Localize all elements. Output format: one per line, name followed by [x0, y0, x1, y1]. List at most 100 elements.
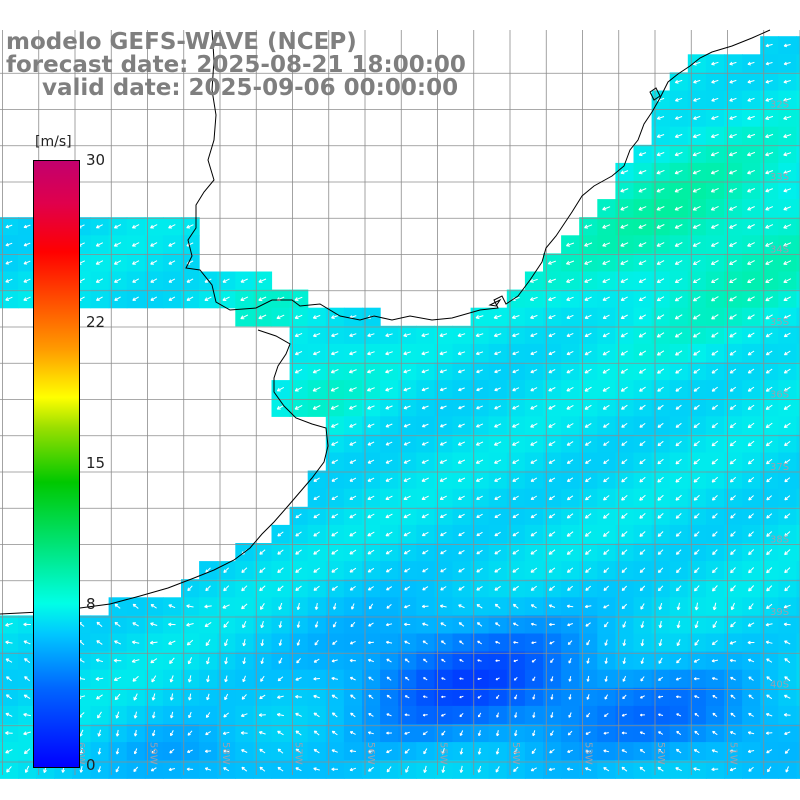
wind-arrow	[692, 278, 701, 283]
wind-arrow	[657, 549, 664, 555]
wind-arrow	[693, 677, 700, 681]
wind-arrow	[5, 731, 13, 736]
wind-arrow	[566, 513, 574, 519]
wind-arrow	[766, 477, 773, 483]
wind-arrow	[258, 713, 266, 717]
wind-arrow	[711, 314, 719, 320]
wind-arrow	[151, 675, 157, 683]
wind-cell	[796, 724, 800, 743]
wind-arrow	[531, 641, 537, 645]
wind-arrow	[657, 695, 664, 699]
wind-arrow	[767, 766, 772, 773]
wind-arrow	[422, 586, 429, 591]
wind-arrow	[294, 368, 303, 374]
title-forecast-date: forecast date: 2025-08-21 18:00:00	[6, 52, 466, 78]
wind-arrow	[639, 549, 646, 555]
wind-arrow	[367, 405, 375, 410]
wind-arrow	[150, 224, 158, 229]
wind-arrow	[204, 749, 212, 753]
wind-arrow	[349, 767, 357, 772]
wind-arrow	[710, 205, 719, 211]
wind-arrow	[638, 314, 647, 320]
wind-arrow	[224, 639, 228, 647]
wind-arrow	[114, 693, 121, 701]
wind-arrow	[747, 386, 755, 392]
wind-arrow	[621, 549, 628, 555]
wind-arrow	[403, 477, 411, 482]
wind-arrow	[675, 748, 682, 754]
wind-arrow	[748, 495, 754, 501]
lon-label: 54W	[510, 742, 521, 765]
wind-arrow	[349, 658, 356, 663]
wind-arrow	[313, 748, 320, 754]
wind-arrow	[204, 767, 212, 771]
wind-arrow	[639, 404, 646, 410]
wind-cell	[796, 633, 800, 653]
wind-arrow	[476, 604, 483, 609]
wind-arrow	[729, 187, 737, 193]
wind-arrow	[186, 224, 194, 229]
wind-arrow	[368, 694, 374, 699]
wind-arrow	[748, 513, 754, 519]
wind-cell	[796, 398, 800, 417]
wind-cell	[796, 615, 800, 635]
wind-arrow	[114, 603, 121, 609]
wind-arrow	[657, 585, 664, 592]
wind-arrow	[312, 386, 321, 392]
wind-arrow	[602, 224, 611, 229]
wind-arrow	[692, 187, 701, 193]
wind-arrow	[604, 621, 609, 628]
wind-arrow	[640, 639, 645, 647]
wind-arrow	[694, 567, 700, 574]
wind-cell	[796, 579, 800, 598]
wind-arrow	[276, 712, 284, 717]
wind-arrow	[493, 333, 502, 338]
wind-arrow	[331, 549, 339, 555]
wind-arrow	[494, 531, 501, 537]
wind-arrow	[638, 332, 647, 338]
wind-arrow	[621, 495, 628, 501]
wind-arrow	[783, 188, 792, 193]
wind-arrow	[422, 713, 428, 717]
wind-arrow	[784, 531, 791, 537]
wind-arrow	[222, 731, 230, 735]
wind-arrow	[602, 314, 610, 319]
wind-arrow	[675, 116, 683, 120]
wind-arrow	[131, 224, 140, 229]
wind-arrow	[494, 585, 501, 591]
wind-arrow	[349, 549, 357, 555]
wind-arrow	[169, 657, 175, 664]
wind-arrow	[692, 169, 701, 175]
wind-arrow	[242, 620, 247, 629]
wind-arrow	[405, 765, 410, 773]
wind-arrow	[23, 731, 31, 736]
wind-arrow	[512, 351, 520, 356]
wind-arrow	[115, 711, 120, 719]
wind-arrow	[386, 676, 392, 681]
wind-arrow	[532, 730, 536, 737]
wind-arrow	[729, 641, 737, 645]
wind-arrow	[694, 531, 700, 537]
wind-arrow	[476, 531, 483, 537]
wind-arrow	[694, 585, 700, 592]
wind-arrow	[168, 622, 176, 627]
wind-arrow	[5, 658, 13, 663]
wind-arrow	[403, 387, 411, 392]
wind-arrow	[168, 640, 176, 645]
wind-arrow	[441, 695, 446, 699]
wind-arrow	[295, 585, 302, 591]
wind-arrow	[114, 296, 121, 301]
wind-arrow	[313, 531, 320, 537]
wind-arrow	[747, 224, 755, 229]
wind-arrow	[656, 332, 665, 338]
wind-arrow	[513, 659, 518, 663]
wind-arrow	[530, 495, 538, 500]
wind-arrow	[403, 513, 411, 519]
wind-arrow	[349, 477, 357, 482]
wind-arrow	[512, 333, 520, 338]
wind-cell	[796, 54, 800, 73]
wind-arrow	[258, 731, 266, 735]
wind-arrow	[674, 79, 683, 84]
wind-arrow	[404, 604, 411, 609]
wind-arrow	[620, 296, 628, 301]
